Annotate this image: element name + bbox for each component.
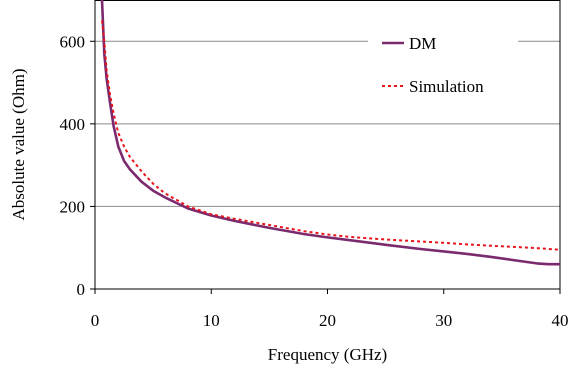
series-line-simulation	[101, 20, 561, 251]
x-tick-label: 40	[552, 311, 569, 330]
x-tick-label: 0	[91, 311, 100, 330]
legend-label-dm: DM	[409, 34, 436, 53]
x-tick-label: 10	[203, 311, 220, 330]
y-tick-label: 400	[60, 115, 86, 134]
x-axis-ticks: 0 10 20 30 40	[91, 289, 569, 330]
y-axis-label: Absolute value (Ohm)	[9, 68, 28, 220]
legend-label-simulation: Simulation	[409, 77, 484, 96]
legend-background	[368, 22, 518, 102]
x-tick-label: 20	[319, 311, 336, 330]
x-axis-label: Frequency (GHz)	[268, 345, 387, 364]
series-lines	[100, 0, 561, 266]
y-tick-label: 0	[77, 280, 86, 299]
y-tick-label: 200	[60, 197, 86, 216]
x-tick-label: 30	[435, 311, 452, 330]
y-axis-ticks: 0 200 400 600	[60, 32, 95, 299]
y-tick-label: 600	[60, 32, 86, 51]
series-line-dm	[100, 0, 560, 266]
legend: DM Simulation	[368, 22, 518, 102]
